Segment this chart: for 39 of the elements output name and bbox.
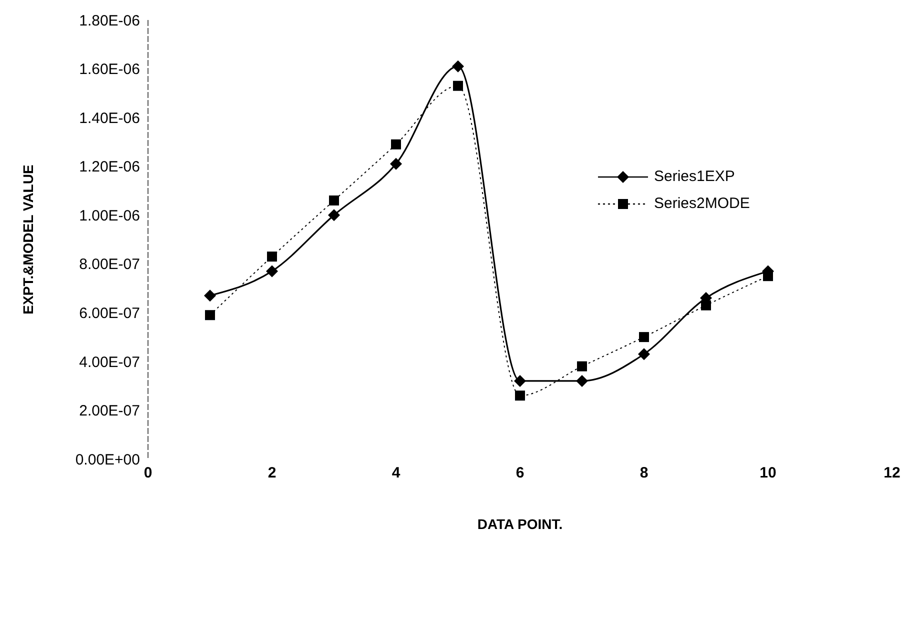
point	[576, 374, 588, 387]
x-tick-label: 12	[884, 464, 900, 482]
point	[763, 271, 773, 282]
x-tick-label: 4	[392, 464, 401, 482]
point	[453, 80, 463, 91]
y-tick-label: 1.80E-06	[79, 12, 140, 30]
point	[701, 300, 711, 310]
x-axis-title: DATA POINT.	[477, 516, 563, 532]
point	[452, 60, 464, 72]
x-tick-label: 10	[760, 464, 776, 482]
x-tick-label: 2	[268, 464, 276, 482]
point	[390, 158, 402, 170]
y-tick-label: 4.00E-07	[79, 354, 140, 371]
point	[639, 332, 649, 342]
point	[205, 310, 215, 320]
x-tick-label: 8	[640, 464, 648, 482]
point	[329, 195, 339, 206]
y-tick-label: 8.00E-07	[79, 256, 140, 274]
y-tick-label: 1.40E-06	[79, 110, 140, 127]
x-tick-label: 6	[516, 464, 524, 482]
point	[515, 390, 525, 401]
y-tick-label: 1.60E-06	[79, 61, 140, 78]
point	[267, 252, 277, 262]
x-tick-label: 0	[144, 464, 152, 482]
legend-label: Series2MODE	[654, 195, 750, 212]
point	[577, 361, 587, 372]
point	[638, 348, 650, 360]
point	[266, 265, 278, 278]
legend-label: Series1EXP	[654, 168, 735, 185]
y-tick-label: 1.20E-06	[79, 158, 140, 176]
y-tick-label: 0.00E+00	[75, 451, 140, 468]
point	[328, 209, 340, 222]
point	[514, 374, 526, 387]
y-axis-title: EXPT.&MODEL VALUE	[20, 164, 36, 314]
y-tick-label: 6.00E-07	[79, 304, 140, 322]
y-tick-label: 1.00E-06	[79, 207, 140, 224]
y-tick-label: 2.00E-07	[79, 402, 140, 420]
point	[391, 139, 401, 150]
point	[204, 290, 216, 302]
